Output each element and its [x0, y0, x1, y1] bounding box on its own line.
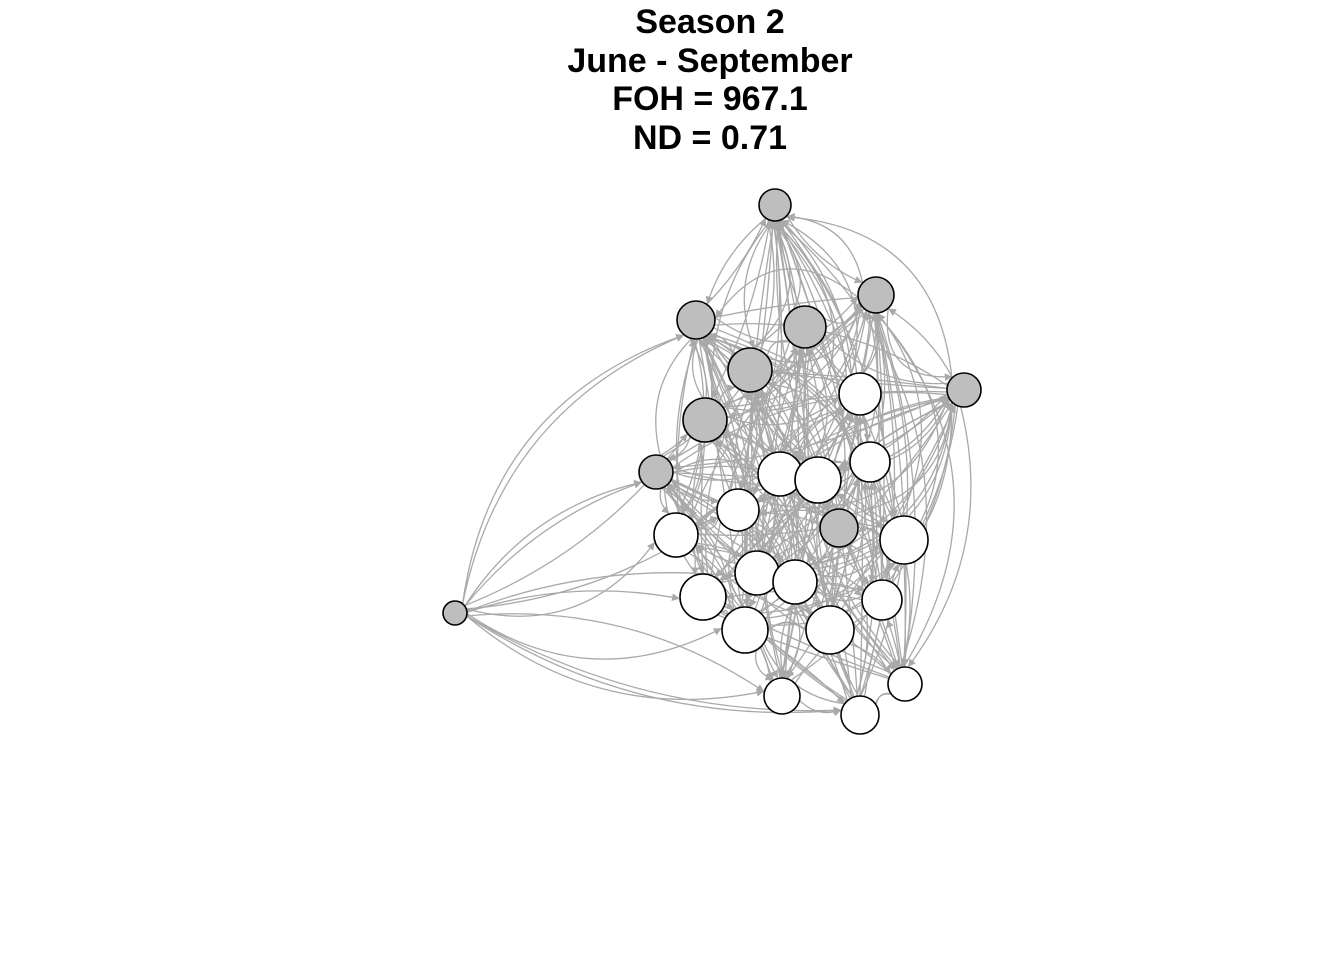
network-edge: [858, 524, 881, 536]
network-node-grey: [682, 397, 728, 443]
network-node-white: [879, 515, 929, 565]
network-edge: [760, 347, 809, 552]
node-layer: [442, 188, 982, 735]
network-edge: [907, 406, 972, 668]
network-edge: [766, 636, 889, 679]
network-edge: [466, 613, 722, 660]
network-edge: [670, 480, 865, 591]
network-edge: [837, 653, 855, 698]
network-edge: [728, 530, 745, 607]
network-edge: [860, 313, 909, 697]
network-node-white: [838, 372, 882, 416]
network-edge: [722, 305, 864, 412]
network-node-white: [805, 605, 855, 655]
network-edge: [752, 221, 801, 349]
network-edge: [832, 415, 862, 607]
network-edge: [809, 402, 956, 567]
network-edge: [874, 693, 891, 705]
network-edge: [876, 313, 955, 668]
network-edge: [766, 339, 788, 357]
network-edge: [786, 215, 863, 284]
network-edge: [708, 332, 889, 523]
network-node-grey: [758, 188, 792, 222]
network-edge: [669, 483, 893, 674]
network-node-white: [679, 573, 727, 621]
network-edge: [863, 563, 900, 697]
edge-layer: [461, 213, 972, 717]
network-edge: [754, 391, 855, 698]
network-edge: [817, 586, 863, 602]
network-node-grey: [727, 347, 773, 393]
network-edge: [781, 219, 858, 375]
network-node-white: [763, 677, 801, 715]
network-edge: [888, 308, 953, 378]
network-edge: [758, 478, 860, 613]
network-edge: [700, 442, 706, 575]
network-edge: [755, 649, 774, 681]
network-edge: [780, 604, 793, 679]
network-edge: [464, 480, 643, 607]
network-edge: [714, 296, 858, 319]
network-edge: [464, 480, 643, 607]
network-edge: [776, 221, 846, 607]
network-node-grey: [638, 454, 674, 490]
network-edge: [466, 571, 735, 613]
network-node-grey: [857, 276, 895, 314]
plot-title: Season 2 June - September FOH = 967.1 ND…: [0, 3, 1344, 157]
network-edge: [813, 345, 897, 519]
network-edge: [809, 402, 956, 567]
network-node-white: [716, 488, 760, 532]
network-edge: [704, 392, 746, 575]
network-edge: [786, 213, 864, 284]
network-node-white: [887, 666, 923, 702]
network-node-grey: [676, 300, 716, 340]
network-node-white: [840, 695, 880, 735]
network-edge: [756, 397, 950, 509]
title-nd: ND = 0.71: [632, 118, 788, 157]
title-foh: FOH = 967.1: [612, 80, 808, 118]
network-edge: [466, 615, 765, 701]
network-edge: [691, 441, 706, 574]
network-edge: [823, 302, 861, 324]
network-node-white: [861, 579, 903, 621]
network-edge: [877, 313, 922, 517]
network-node-white: [734, 550, 780, 596]
network-edge: [824, 334, 948, 385]
network-edge: [778, 220, 928, 668]
network-edge: [655, 338, 692, 456]
network-node-white: [653, 512, 699, 558]
network-edge: [810, 347, 902, 668]
network-node-white: [794, 456, 842, 504]
network-edge: [461, 334, 685, 604]
network-edge: [786, 213, 953, 379]
network-node-white: [772, 559, 818, 605]
network-edge: [748, 528, 851, 700]
network-edge: [715, 268, 859, 318]
network-edge: [466, 613, 765, 692]
network-edge: [886, 619, 902, 668]
network-edge: [461, 334, 685, 604]
title-months: June - September: [567, 41, 853, 80]
network-edge: [768, 303, 862, 363]
network-edge: [706, 218, 767, 305]
network-edge: [715, 439, 852, 699]
network-node-white: [721, 606, 769, 654]
title-season: Season 2: [635, 3, 785, 41]
network-node-grey: [783, 305, 827, 349]
network-edge: [875, 313, 907, 668]
network-edge: [466, 590, 680, 613]
network-node-grey: [442, 600, 468, 626]
network-edge: [743, 220, 774, 349]
network-node-grey: [819, 508, 859, 548]
network-edge: [705, 217, 767, 305]
network-node-grey: [946, 372, 982, 408]
network-node-white: [849, 441, 891, 483]
network-edge: [841, 405, 956, 610]
network-edge: [886, 308, 953, 381]
network-edge: [772, 221, 800, 679]
